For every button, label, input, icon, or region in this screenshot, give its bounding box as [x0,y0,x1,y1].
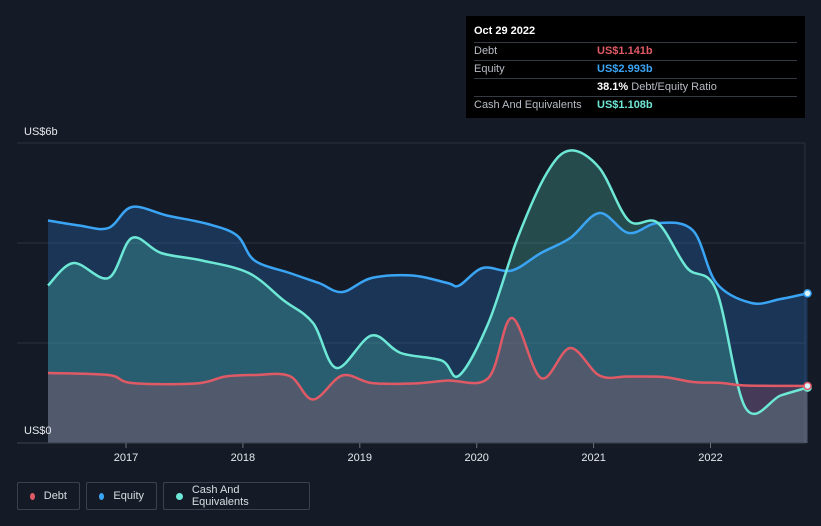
tooltip-ratio-spacer [474,79,597,96]
line-layer [47,149,808,416]
tooltip-panel: Oct 29 2022 Debt US$1.141b Equity US$2.9… [466,16,805,118]
x-tick-label: 2021 [581,452,605,464]
legend-label-equity: Equity [113,490,144,502]
legend-dot-debt [30,492,35,500]
x-tick-label: 2018 [231,452,255,464]
tooltip-row-ratio: 38.1% Debt/Equity Ratio [474,78,797,96]
tooltip-ratio: 38.1% Debt/Equity Ratio [597,79,717,96]
tooltip-debt-label: Debt [474,45,498,57]
cash-and-equivalents-area [48,150,808,443]
legend-item-cash[interactable]: Cash And Equivalents [163,482,310,510]
tooltip-date: Oct 29 2022 [474,25,536,37]
tooltip-equity-label: Equity [474,63,505,75]
x-tick-label: 2017 [114,452,138,464]
equity-end-marker [803,289,812,298]
legend-dot-cash [176,492,183,500]
end-markers [803,289,812,392]
tooltip-row-debt: Debt US$1.141b [474,42,797,60]
tooltip-cash-label: Cash And Equivalents [474,99,582,111]
x-tick-label: 2022 [698,452,722,464]
debt-end-marker [803,381,812,391]
tooltip-cash-value: US$1.108b [597,99,653,111]
legend-dot-equity [99,492,105,500]
x-tick-label: 2019 [348,452,372,464]
plot-background [17,143,805,443]
tooltip-ratio-label: Debt/Equity Ratio [631,81,717,93]
y-axis-bottom-label: US$0 [24,425,52,437]
grid-layer [17,142,806,444]
legend-label-cash: Cash And Equivalents [191,484,249,508]
area-layer [48,150,808,443]
tooltip-row-cash: Cash And Equivalents US$1.108b [474,96,797,114]
legend-item-debt[interactable]: Debt [17,482,80,510]
chart-legend: Debt Equity Cash And Equivalents [17,482,310,510]
debt-line [47,316,808,401]
equity-area [48,206,808,443]
x-tick-label: 2020 [464,452,488,464]
legend-label-debt: Debt [43,490,67,502]
cash-and-equivalents-line [47,149,808,416]
equity-line [47,205,808,305]
tooltip-row-equity: Equity US$2.993b [474,60,797,78]
tooltip-ratio-value: 38.1% [597,81,629,93]
y-axis-top-label: US$6b [24,126,58,138]
tooltip-debt-value: US$1.141b [597,45,653,57]
debt-area [48,318,808,443]
legend-item-equity[interactable]: Equity [86,482,157,510]
x-axis-ticks: 2017 2018 2019 2020 2021 2022 [17,442,805,464]
tooltip-equity-value: US$2.993b [597,63,653,75]
